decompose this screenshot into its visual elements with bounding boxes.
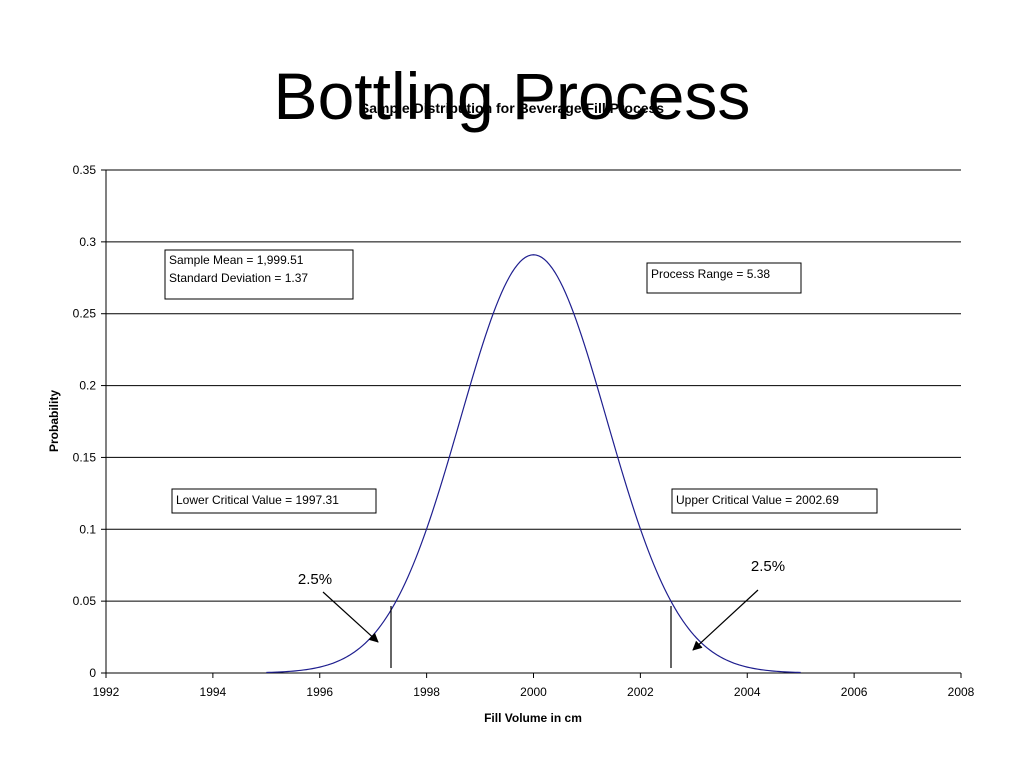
grid-lines: [106, 169, 961, 674]
upper-critical-box-text: Upper Critical Value = 2002.69: [676, 493, 839, 507]
y-tick-label: 0.15: [73, 450, 97, 464]
upper-tail-label: 2.5%: [751, 558, 785, 575]
y-tick-label: 0.25: [73, 307, 97, 321]
stats-box: [164, 249, 354, 300]
y-tick-label: 0.05: [73, 594, 97, 608]
stats-box-text: Sample Mean = 1,999.51: [169, 253, 304, 267]
y-tick-label: 0.3: [79, 235, 96, 249]
process-range-box-text: Process Range = 5.38: [651, 267, 770, 281]
lower-tail-label: 2.5%: [298, 571, 332, 588]
upper-critical-box: [671, 488, 878, 514]
x-tick-label: 2008: [948, 685, 975, 699]
distribution-curve: [266, 254, 801, 674]
y-tick-label: 0: [89, 666, 96, 680]
stats-box-text: Standard Deviation = 1.37: [169, 271, 308, 285]
x-tick-label: 1992: [93, 685, 120, 699]
x-axis-title: Fill Volume in cm: [484, 711, 582, 725]
slide-title: Bottling Process: [273, 59, 751, 133]
lower-critical-box: [171, 488, 377, 514]
y-axis-title: Probability: [47, 390, 61, 452]
upper-tail-arrow: [692, 589, 759, 651]
x-tick-label: 1998: [413, 685, 440, 699]
y-tick-label: 0.2: [79, 379, 96, 393]
x-tick-label: 2004: [734, 685, 761, 699]
x-tick-label: 2002: [627, 685, 654, 699]
axes: 0 0.05 0.1 0.15 0.2 0.25 0.3 0.35 1992 1994 1996 19…: [73, 163, 975, 699]
annotations: Sample Mean = 1,999.51 Standard Deviation…: [164, 249, 878, 668]
x-tick-label: 2006: [841, 685, 868, 699]
y-tick-label: 0.35: [73, 163, 97, 177]
lower-critical-box-text: Lower Critical Value = 1997.31: [176, 493, 339, 507]
y-tick-label: 0.1: [79, 522, 96, 536]
lower-tail-arrow: [322, 591, 379, 643]
x-tick-label: 1994: [200, 685, 227, 699]
series-layer: [266, 254, 801, 674]
x-tick-label: 2000: [520, 685, 547, 699]
x-tick-label: 1996: [306, 685, 333, 699]
process-range-box: [646, 262, 802, 294]
chart-title: Sample Distribution for Beverage Fill Pr…: [360, 100, 664, 116]
